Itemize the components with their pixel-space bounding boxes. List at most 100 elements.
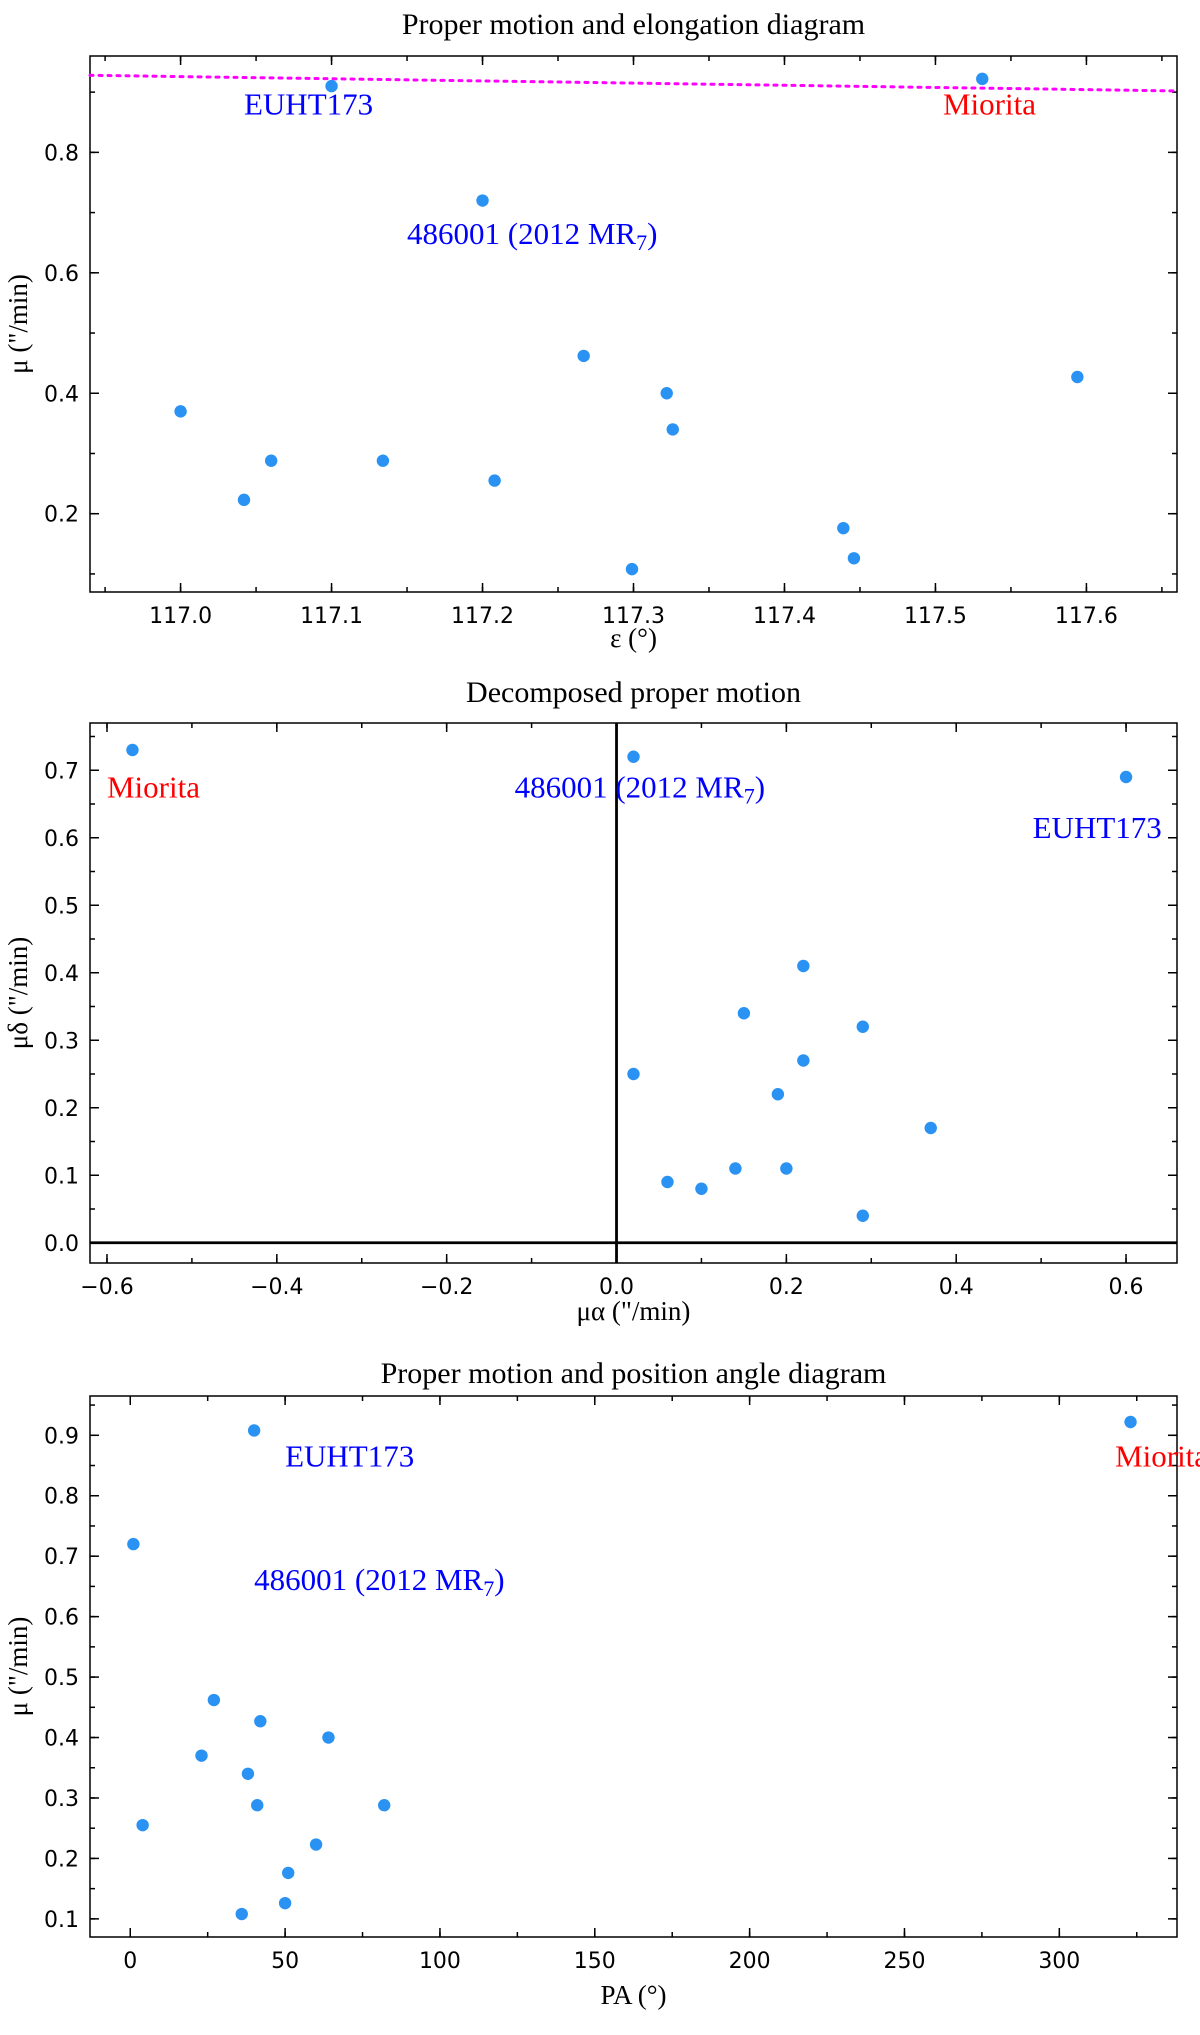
decomposed-y-ticks: 0.0 0.1 0.2 0.3 0.4 0.5 0.6 0.7 <box>44 735 1177 1257</box>
x-tick-label: 200 <box>729 1949 771 1974</box>
elongation-annotations: EUHT173 Miorita 486001 (2012 MR7) <box>244 86 1036 255</box>
data-point <box>241 1767 255 1780</box>
annotation-tail: ) <box>755 769 765 804</box>
elongation-plot-frame <box>89 55 1178 593</box>
position-angle-panel: Proper motion and position angle diagram… <box>3 1357 1200 2010</box>
data-point <box>281 1866 295 1880</box>
y-tick-label: 0.5 <box>44 1666 79 1691</box>
y-tick-label: 0.1 <box>44 1164 79 1189</box>
data-point <box>625 562 639 576</box>
annotation-main-text: 486001 (2012 MR <box>254 1562 483 1597</box>
data-point <box>737 1007 751 1020</box>
x-tick-label: 117.5 <box>904 604 967 629</box>
annotation-subscript: 7 <box>744 783 755 808</box>
x-tick-label: 117.4 <box>753 604 816 629</box>
x-tick-label: 250 <box>883 1949 925 1974</box>
position-angle-annotations: EUHT173 Miorita 486001 (2012 MR7) <box>254 1439 1200 1601</box>
annotation-subscript: 7 <box>636 230 647 255</box>
data-point <box>174 405 187 418</box>
data-point <box>126 743 139 757</box>
data-point <box>797 1054 810 1067</box>
data-point <box>325 79 338 93</box>
position-angle-y-axis-label: μ ("/min) <box>3 1617 33 1717</box>
point-annotation: 486001 (2012 MR7) <box>407 216 657 255</box>
x-tick-label: −0.6 <box>80 1275 133 1300</box>
data-point <box>476 194 489 207</box>
x-tick-label: −0.2 <box>420 1275 473 1300</box>
decomposed-y-axis-label: μδ ("/min) <box>3 937 33 1049</box>
x-tick-label: 117.0 <box>149 604 212 629</box>
x-tick-label: 117.2 <box>451 604 514 629</box>
annotation-subscript: 7 <box>483 1576 494 1601</box>
position-angle-x-axis-label: PA (°) <box>600 1980 666 2010</box>
point-annotation: Miorita <box>107 769 200 804</box>
x-tick-label: 0.6 <box>1109 1275 1144 1300</box>
x-tick-label: 0.0 <box>599 1275 634 1300</box>
y-tick-label: 0.4 <box>44 382 79 407</box>
y-tick-label: 0.7 <box>44 759 79 784</box>
annotation-main-text: EUHT173 <box>285 1439 414 1474</box>
elongation-trend-layer <box>88 73 1179 93</box>
position-angle-points <box>127 1415 1137 1921</box>
elongation-y-axis-label: μ ("/min) <box>3 274 33 374</box>
y-tick-label: 0.5 <box>44 894 79 919</box>
y-tick-label: 0.3 <box>44 1787 79 1812</box>
point-annotation: EUHT173 <box>285 1439 414 1474</box>
elongation-panel: Proper motion and elongation diagram 117… <box>3 8 1179 653</box>
annotation-main-text: 486001 (2012 MR <box>407 216 636 251</box>
x-tick-label: 300 <box>1038 1949 1080 1974</box>
trend-line <box>88 73 1179 93</box>
point-annotation: 486001 (2012 MR7) <box>254 1562 504 1601</box>
data-point <box>976 72 989 86</box>
data-point <box>488 474 501 487</box>
y-tick-label: 0.4 <box>44 962 79 987</box>
data-point <box>376 454 390 467</box>
data-point <box>247 1424 261 1437</box>
y-tick-label: 0.2 <box>44 1847 79 1872</box>
decomposed-panel-title: Decomposed proper motion <box>466 676 801 709</box>
y-tick-label: 0.0 <box>44 1232 79 1257</box>
data-point <box>278 1896 292 1910</box>
annotation-main-text: Miorita <box>107 769 200 804</box>
x-tick-label: 117.3 <box>602 604 665 629</box>
data-point <box>1124 1415 1137 1429</box>
data-point <box>1071 370 1084 384</box>
data-point <box>1119 770 1133 784</box>
elongation-x-axis-label: ε (°) <box>610 623 657 653</box>
data-point <box>780 1162 793 1175</box>
y-tick-label: 0.1 <box>44 1908 79 1933</box>
data-point <box>322 1731 335 1744</box>
position-angle-x-ticks: 0 50 100 150 200 250 300 <box>123 1396 1138 1974</box>
x-tick-label: 0.2 <box>769 1275 804 1300</box>
data-point <box>237 493 251 507</box>
annotation-main-text: 486001 (2012 MR <box>515 769 744 804</box>
data-point <box>660 387 673 400</box>
point-annotation: EUHT173 <box>244 86 373 121</box>
decomposed-x-ticks: −0.6 −0.4 −0.2 0.0 0.2 0.4 0.6 <box>80 723 1144 1300</box>
annotation-tail: ) <box>647 216 657 251</box>
x-tick-label: 0 <box>123 1949 137 1974</box>
data-point <box>127 1537 140 1551</box>
annotation-main-text: Miorita <box>1115 1439 1200 1474</box>
data-point <box>627 750 640 763</box>
elongation-y-ticks: 0.2 0.4 0.6 0.8 <box>44 91 1177 575</box>
point-annotation: EUHT173 <box>1033 810 1162 845</box>
point-annotation: Miorita <box>943 86 1036 121</box>
x-tick-label: 150 <box>574 1949 616 1974</box>
data-point <box>924 1121 937 1135</box>
decomposed-panel: Decomposed proper motion −0.6 −0.4 −0.2 0.0… <box>3 676 1178 1326</box>
decomposed-reference-lines <box>90 723 1177 1263</box>
x-tick-label: 0.4 <box>939 1275 974 1300</box>
y-tick-label: 0.4 <box>44 1727 79 1752</box>
decomposed-points <box>126 743 1133 1222</box>
x-tick-label: 100 <box>419 1949 461 1974</box>
annotation-main-text: Miorita <box>943 86 1036 121</box>
y-tick-label: 0.2 <box>44 503 79 528</box>
data-point <box>856 1020 869 1033</box>
decomposed-x-axis-label: μα ("/min) <box>577 1296 691 1326</box>
y-tick-label: 0.3 <box>44 1029 79 1054</box>
position-angle-plot-frame <box>89 1395 1178 1938</box>
decomposed-plot-frame <box>89 722 1178 1264</box>
elongation-panel-title: Proper motion and elongation diagram <box>402 8 865 41</box>
